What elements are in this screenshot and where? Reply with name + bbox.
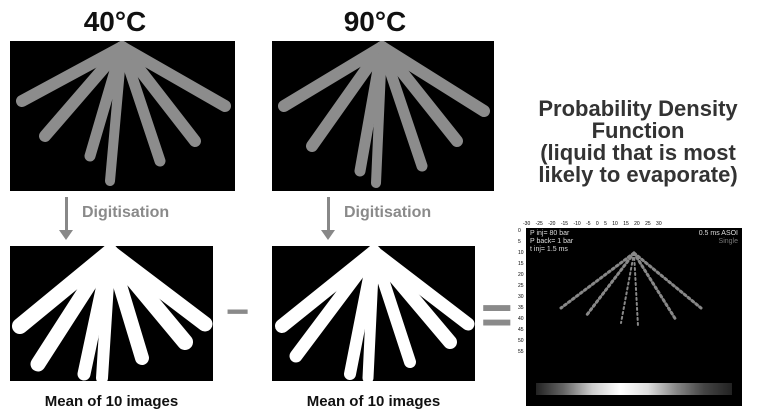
- spray-image-40c-raw: [10, 41, 235, 191]
- pdf-info-line: 0.5 ms ASOI: [698, 230, 738, 237]
- caption-90c: Mean of 10 images: [306, 393, 441, 410]
- spray-image-90c-binary: [272, 246, 475, 381]
- pdf-color-bar: [536, 383, 732, 395]
- spray-image-90c-raw: [272, 41, 494, 191]
- pdf-title-line: (liquid that is most: [540, 140, 736, 165]
- temperature-label-40c: 40°C: [83, 6, 147, 37]
- pdf-title-line: likely to evaporate): [538, 162, 738, 187]
- pdf-title-line: Function: [591, 118, 685, 143]
- pdf-info-line: Single: [718, 238, 738, 245]
- pdf-left-tick: 15: [518, 261, 524, 267]
- digitisation-label-left: Digitisation: [82, 204, 170, 221]
- pdf-left-axis-ticks: 0 5 10 15 20 25 30 35 40 45 50 55: [518, 228, 524, 360]
- pdf-left-tick: 0: [518, 228, 521, 234]
- pdf-left-tick: 10: [518, 250, 524, 256]
- pdf-title: Probability Density Function (liquid tha…: [503, 98, 773, 186]
- pdf-left-tick: 35: [518, 305, 524, 311]
- pdf-info-line: t inj= 1.5 ms: [530, 246, 568, 253]
- pdf-left-tick: 30: [518, 294, 524, 300]
- pdf-top-axis-ticks: -30 -25 -20 -15 -10 -5 0 5 10 15 20 25 3…: [523, 221, 662, 227]
- pdf-left-tick: 25: [518, 283, 524, 289]
- minus-operator: −: [226, 290, 250, 334]
- pdf-image: P inj= 80 bar P back= 1 bar t inj= 1.5 m…: [526, 228, 742, 406]
- pdf-info-line: P inj= 80 bar: [530, 230, 570, 237]
- pdf-left-tick: 50: [518, 338, 524, 344]
- caption-40c: Mean of 10 images: [44, 393, 179, 410]
- pdf-left-tick: 55: [518, 349, 524, 355]
- pdf-info-line: P back= 1 bar: [530, 238, 574, 245]
- pdf-left-tick: 40: [518, 316, 524, 322]
- down-arrow-icon: [59, 230, 73, 240]
- pdf-left-tick: 5: [518, 239, 521, 245]
- pdf-info-right: 0.5 ms ASOI Single: [684, 230, 738, 246]
- digitisation-arrow-left-shaft: [65, 197, 68, 232]
- spray-image-40c-binary: [10, 246, 213, 381]
- down-arrow-icon: [321, 230, 335, 240]
- pdf-title-line: Probability Density: [538, 96, 738, 121]
- digitisation-arrow-middle-shaft: [327, 197, 330, 232]
- equals-operator: =: [481, 285, 513, 345]
- pdf-left-tick: 45: [518, 327, 524, 333]
- pdf-info-left: P inj= 80 bar P back= 1 bar t inj= 1.5 m…: [530, 230, 573, 254]
- digitisation-label-middle: Digitisation: [344, 204, 432, 221]
- temperature-label-90c: 90°C: [343, 6, 407, 37]
- pdf-left-tick: 20: [518, 272, 524, 278]
